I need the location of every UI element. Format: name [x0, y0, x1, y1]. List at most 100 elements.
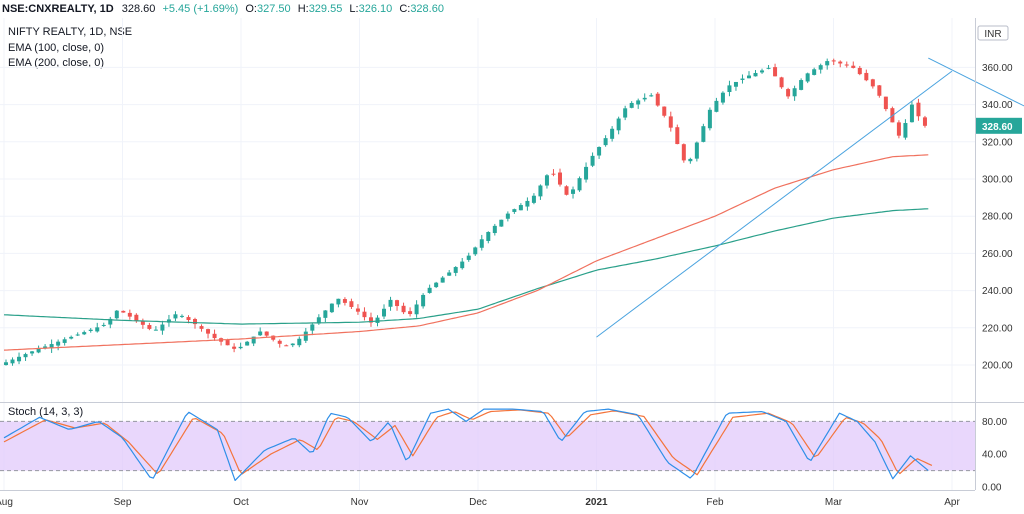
candle-down	[922, 117, 927, 126]
candle-up	[69, 336, 74, 339]
price-tags: INR 328.60	[976, 25, 1022, 134]
candle-up	[727, 85, 732, 92]
candle-down	[851, 65, 856, 68]
candle-up	[720, 92, 725, 103]
candle-down	[401, 305, 406, 313]
low-label: L:	[349, 3, 359, 15]
legend-title[interactable]: NIFTY REALTY, 1D, NSE	[8, 26, 133, 38]
stoch-band-fill	[0, 421, 975, 471]
candle-up	[336, 298, 341, 305]
candle-down	[675, 127, 680, 145]
candle-up	[518, 205, 523, 211]
currency-badge[interactable]: INR	[984, 29, 1001, 40]
price-tick-label: 240.00	[982, 286, 1013, 297]
candle-down	[193, 319, 198, 325]
candle-down	[127, 312, 132, 317]
candle-up	[421, 294, 426, 307]
grid	[0, 18, 975, 490]
candle-up	[375, 317, 380, 323]
candle-up	[544, 175, 549, 186]
high-value: 329.55	[308, 3, 343, 15]
candle-up	[388, 299, 393, 307]
candle-down	[147, 325, 152, 329]
candle-down	[864, 72, 869, 81]
candle-up	[434, 282, 439, 288]
candle-up	[701, 126, 706, 142]
candle-up	[310, 324, 315, 331]
candle-up	[23, 354, 28, 358]
candle-down	[655, 93, 660, 106]
candle-down	[225, 340, 230, 346]
candle-up	[590, 155, 595, 166]
time-axis[interactable]: Aug Sep Oct Nov Dec 2021 Feb Mar Apr	[0, 497, 960, 508]
candle-up	[479, 239, 484, 248]
candle-up	[414, 304, 419, 315]
candle-up	[440, 277, 445, 283]
price-tick-label: 260.00	[982, 249, 1013, 260]
symbol-label[interactable]: NSE:CNXREALTY, 1D	[2, 3, 114, 15]
candle-down	[857, 67, 862, 75]
candle-up	[466, 255, 471, 260]
candle-up	[616, 118, 621, 131]
candle-up	[258, 331, 263, 336]
candle-up	[766, 67, 771, 69]
candle-down	[831, 60, 836, 62]
candle-down	[212, 333, 217, 339]
time-tick-label: Sep	[114, 497, 132, 508]
candle-down	[779, 77, 784, 88]
candle-down	[264, 331, 269, 336]
candle-up	[329, 303, 334, 313]
price-tick-label: 340.00	[982, 100, 1013, 111]
time-tick-label: Feb	[706, 497, 724, 508]
candle-up	[114, 310, 119, 319]
candle-up	[251, 336, 256, 344]
candle-up	[746, 75, 751, 79]
candle-up	[173, 314, 178, 319]
open-label: O:	[245, 3, 257, 15]
candle-up	[492, 225, 497, 234]
candle-down	[277, 340, 282, 344]
legend-ema200[interactable]: EMA (200, close, 0)	[8, 57, 104, 69]
candle-up	[153, 329, 158, 331]
change-value: +5.45 (+1.69%)	[162, 3, 239, 15]
time-tick-label: Nov	[351, 497, 369, 508]
legend-ema100[interactable]: EMA (100, close, 0)	[8, 42, 104, 54]
candle-down	[838, 61, 843, 64]
candle-up	[238, 346, 243, 349]
candle-up	[160, 324, 165, 331]
candle-up	[799, 80, 804, 90]
candle-up	[597, 147, 602, 156]
candle-down	[134, 314, 139, 321]
candle-up	[75, 334, 80, 336]
candle-down	[408, 311, 413, 315]
candle-down	[896, 122, 901, 136]
candle-up	[505, 213, 510, 219]
currency-badge-box[interactable]	[977, 25, 1009, 41]
close-label: C:	[399, 3, 411, 15]
candle-up	[179, 315, 184, 317]
candle-up	[297, 338, 302, 346]
candle-up	[43, 346, 48, 349]
candle-down	[206, 329, 211, 334]
candle-down	[870, 79, 875, 87]
time-tick-label: Dec	[469, 497, 487, 508]
candle-up	[447, 272, 452, 276]
bullish-trendline	[596, 70, 953, 338]
candle-up	[473, 247, 478, 255]
legend-stoch[interactable]: Stoch (14, 3, 3)	[8, 406, 84, 418]
bearish-trendline	[928, 57, 1024, 107]
candle-up	[49, 344, 54, 349]
candle-up	[62, 339, 67, 343]
candle-up	[4, 362, 8, 366]
candle-up	[642, 97, 647, 100]
candle-up	[531, 195, 536, 203]
candle-up	[903, 123, 908, 138]
candle-down	[551, 173, 556, 175]
price-axis[interactable]: 200.00 220.00 240.00 260.00 280.00 300.00 320.…	[982, 63, 1013, 494]
candle-down	[681, 144, 686, 161]
candle-down	[916, 102, 921, 117]
candle-up	[512, 209, 517, 212]
candle-up	[30, 351, 35, 354]
open-value: 327.50	[256, 3, 291, 15]
